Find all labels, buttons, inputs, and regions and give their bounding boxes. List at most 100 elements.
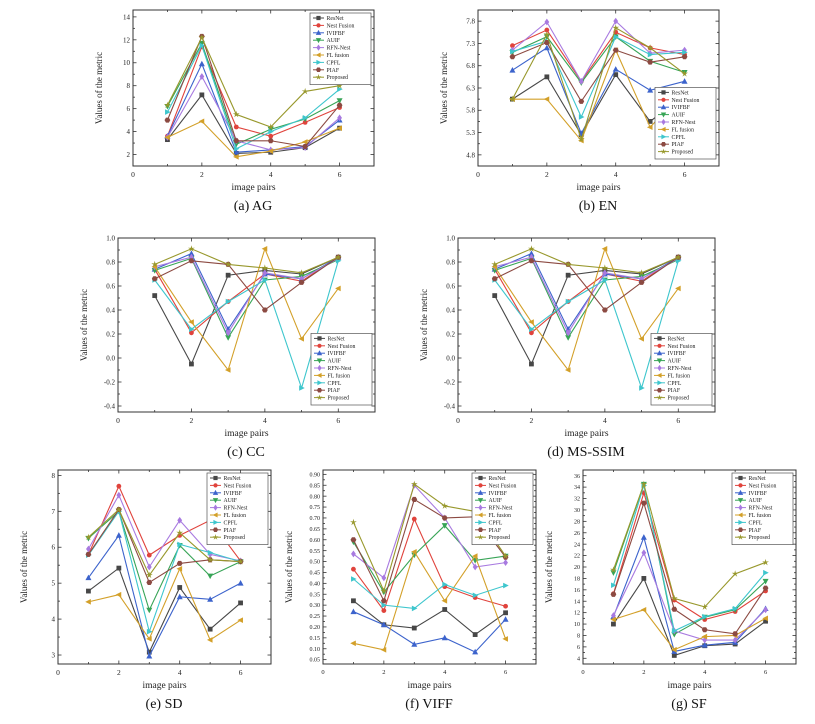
svg-text:26: 26: [574, 531, 580, 537]
svg-text:Nest Fusion: Nest Fusion: [668, 344, 696, 350]
svg-text:4: 4: [178, 668, 182, 677]
svg-text:4: 4: [703, 669, 707, 676]
svg-text:1.0: 1.0: [106, 234, 115, 242]
svg-text:AUIF: AUIF: [668, 359, 682, 365]
svg-text:ResNet: ResNet: [672, 90, 689, 96]
svg-text:2: 2: [545, 170, 549, 179]
svg-text:0.35: 0.35: [310, 592, 321, 598]
svg-text:4: 4: [52, 616, 56, 624]
svg-text:IVIFBF: IVIFBF: [327, 31, 346, 37]
svg-text:2: 2: [642, 669, 645, 676]
svg-text:7.3: 7.3: [466, 40, 475, 48]
svg-text:34: 34: [574, 485, 580, 491]
svg-text:5: 5: [52, 580, 56, 588]
svg-text:0.20: 0.20: [310, 625, 321, 631]
svg-text:Values of the metric: Values of the metric: [19, 531, 29, 603]
svg-text:ResNet: ResNet: [668, 336, 685, 342]
svg-text:4: 4: [443, 669, 447, 676]
svg-text:6: 6: [52, 544, 56, 552]
svg-text:2: 2: [200, 170, 204, 179]
svg-text:8: 8: [127, 82, 131, 90]
svg-text:4: 4: [603, 416, 607, 425]
svg-text:6: 6: [676, 416, 680, 425]
svg-text:ResNet: ResNet: [489, 476, 506, 482]
svg-text:18: 18: [574, 577, 580, 583]
svg-text:10: 10: [123, 59, 131, 67]
subplot-en: 4.8 5.3 5.8 6.3 6.8 7.3 7.8 0 2 4 6 image pairs Valu…: [438, 4, 730, 215]
svg-text:image pairs: image pairs: [407, 681, 451, 691]
svg-text:7: 7: [52, 508, 56, 516]
en-chart: 4.8 5.3 5.8 6.3 6.8 7.3 7.8 0 2 4 6 image pairs Valu…: [438, 4, 730, 194]
subplot-caption-viff: (f) VIFF: [405, 697, 453, 712]
svg-text:0.60: 0.60: [310, 538, 321, 544]
svg-text:PIAF: PIAF: [668, 388, 681, 394]
subplot-cc: -0.4 -0.2 0.0 0.2 0.4 0.6 0.8 1.0 0 2 4 6 image pair…: [78, 232, 386, 461]
svg-text:AUIF: AUIF: [327, 38, 341, 44]
svg-text:0: 0: [116, 416, 120, 425]
svg-text:-0.2: -0.2: [104, 378, 116, 386]
svg-text:4: 4: [127, 128, 131, 136]
svg-text:2: 2: [190, 416, 194, 425]
svg-text:12: 12: [123, 36, 131, 44]
svg-text:IVIFBF: IVIFBF: [224, 491, 243, 497]
svg-text:RFN-Nest: RFN-Nest: [327, 46, 351, 52]
svg-text:image pairs: image pairs: [667, 681, 711, 691]
svg-text:PIAF: PIAF: [327, 68, 340, 74]
svg-text:0.6: 0.6: [106, 282, 115, 290]
svg-text:AUIF: AUIF: [328, 359, 342, 365]
svg-text:0: 0: [56, 668, 60, 677]
svg-text:6: 6: [577, 645, 580, 651]
svg-text:4: 4: [269, 170, 273, 179]
svg-text:14: 14: [123, 13, 131, 21]
svg-text:PIAF: PIAF: [749, 528, 762, 534]
svg-text:6: 6: [127, 105, 131, 113]
svg-text:Nest Fusion: Nest Fusion: [328, 344, 356, 350]
svg-text:PIAF: PIAF: [328, 388, 341, 394]
svg-text:0.55: 0.55: [310, 549, 321, 555]
svg-text:0.8: 0.8: [106, 258, 115, 266]
subplot-caption-cc: (c) CC: [227, 445, 265, 460]
svg-text:4.8: 4.8: [466, 151, 475, 159]
subplot-caption-ms-ssim: (d) MS-SSIM: [547, 445, 625, 460]
svg-text:ResNet: ResNet: [328, 336, 345, 342]
svg-text:image pairs: image pairs: [224, 429, 268, 439]
svg-text:0.85: 0.85: [310, 483, 321, 489]
svg-text:0.6: 0.6: [446, 282, 455, 290]
svg-text:PIAF: PIAF: [672, 142, 685, 148]
svg-text:4: 4: [263, 416, 267, 425]
svg-text:0.8: 0.8: [446, 258, 455, 266]
svg-text:-0.4: -0.4: [104, 402, 116, 410]
svg-text:2: 2: [382, 669, 385, 676]
svg-text:AUIF: AUIF: [672, 113, 686, 119]
svg-text:0.0: 0.0: [446, 354, 455, 362]
svg-text:22: 22: [574, 554, 580, 560]
svg-text:Proposed: Proposed: [327, 75, 349, 81]
subplot-ag: 2 4 6 8 10 12 14 0 2 4 6 image pairs Values of the m…: [93, 4, 385, 215]
svg-text:6: 6: [764, 669, 768, 676]
svg-text:10: 10: [574, 622, 580, 628]
svg-text:2: 2: [117, 668, 121, 677]
svg-text:FL fusion: FL fusion: [489, 512, 512, 519]
svg-text:5.3: 5.3: [466, 129, 475, 137]
svg-text:RFN-Nest: RFN-Nest: [489, 506, 513, 512]
svg-text:36: 36: [574, 474, 580, 480]
svg-text:12: 12: [574, 611, 580, 617]
svg-text:4: 4: [577, 656, 580, 662]
svg-text:image pairs: image pairs: [142, 681, 186, 691]
svg-text:image pairs: image pairs: [564, 429, 608, 439]
svg-text:FL fusion: FL fusion: [668, 372, 691, 379]
svg-text:0.80: 0.80: [310, 494, 321, 500]
svg-text:PIAF: PIAF: [489, 528, 502, 534]
svg-text:ResNet: ResNet: [327, 16, 344, 22]
subplot-caption-sf: (g) SF: [671, 697, 707, 712]
subplot-sd: 3 4 5 6 7 8 0 2 4 6 image pairs Values of the metri…: [18, 464, 282, 713]
svg-text:6.3: 6.3: [466, 84, 475, 92]
svg-text:5.8: 5.8: [466, 107, 475, 115]
svg-text:CPFL: CPFL: [327, 60, 341, 66]
svg-text:2: 2: [530, 416, 534, 425]
svg-text:3: 3: [52, 651, 56, 659]
svg-text:8: 8: [577, 634, 580, 640]
svg-text:AUIF: AUIF: [749, 498, 763, 504]
svg-text:Nest Fusion: Nest Fusion: [672, 98, 700, 104]
svg-text:AUIF: AUIF: [489, 498, 503, 504]
